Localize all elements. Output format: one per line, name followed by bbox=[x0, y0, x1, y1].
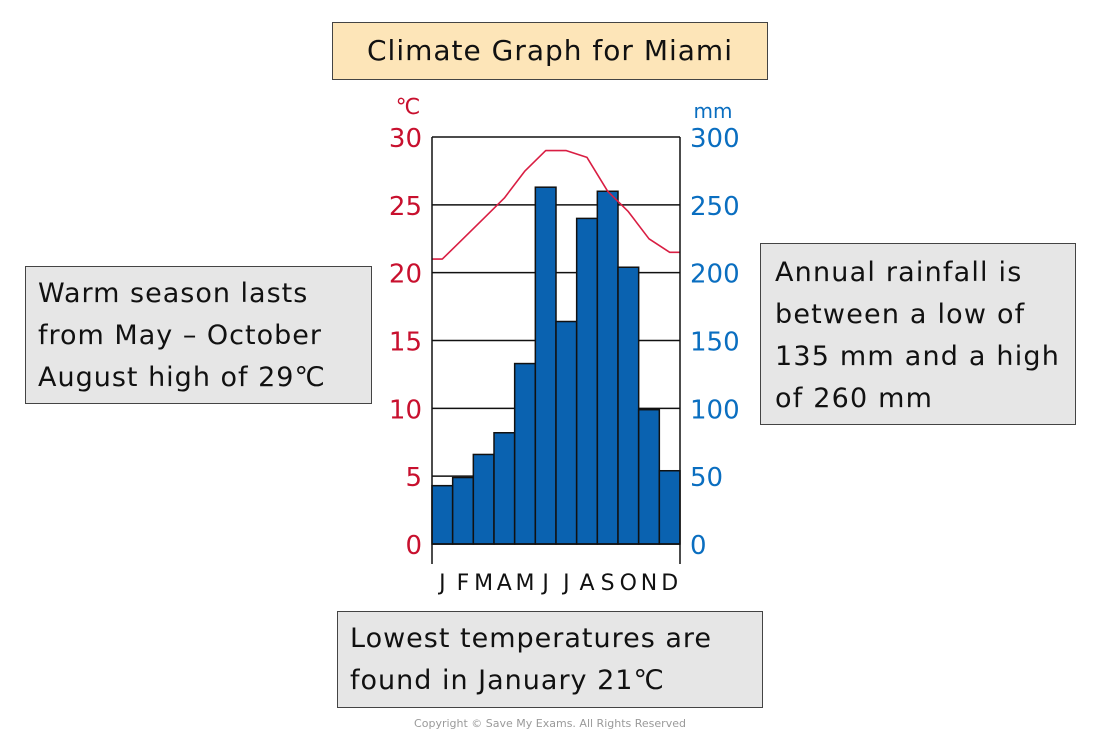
warm-season-note: Warm season lasts from May – October Aug… bbox=[25, 266, 372, 404]
left-tick-label: 10 bbox=[389, 395, 422, 425]
note-line: 135 mm and a high bbox=[775, 341, 1061, 372]
left-tick-label: 0 bbox=[405, 531, 422, 561]
rainfall-bars bbox=[431, 186, 681, 545]
note-line: Annual rainfall is bbox=[775, 257, 1023, 288]
month-label: O bbox=[620, 571, 637, 596]
right-tick-label: 250 bbox=[690, 192, 740, 222]
month-label: S bbox=[601, 571, 615, 596]
rainfall-bar bbox=[451, 476, 475, 545]
note-line: of 260 mm bbox=[775, 383, 934, 414]
rainfall-bar bbox=[493, 432, 516, 545]
left-axis-ticks: 0 5 10 15 20 25 30 bbox=[389, 124, 422, 561]
month-label: M bbox=[474, 571, 493, 596]
rainfall-note: Annual rainfall is between a low of 135 … bbox=[760, 243, 1076, 425]
right-tick-label: 0 bbox=[690, 531, 707, 561]
month-label: J bbox=[437, 571, 446, 596]
right-tick-label: 150 bbox=[690, 328, 740, 358]
month-label: A bbox=[579, 571, 594, 596]
left-tick-label: 25 bbox=[389, 192, 422, 222]
rainfall-bar bbox=[472, 453, 495, 545]
month-label: M bbox=[516, 571, 535, 596]
lowest-temperature-note: Lowest temperatures are found in January… bbox=[337, 611, 763, 708]
month-label: N bbox=[641, 571, 657, 596]
note-line: Warm season lasts bbox=[38, 278, 309, 309]
chart-title: Climate Graph for Miami bbox=[332, 22, 768, 80]
month-label: J bbox=[540, 571, 549, 596]
rainfall-bar bbox=[658, 469, 681, 545]
rainfall-bar bbox=[575, 217, 599, 545]
rainfall-bar bbox=[513, 362, 537, 545]
right-tick-label: 50 bbox=[690, 463, 723, 493]
month-label: J bbox=[561, 571, 570, 596]
note-line: between a low of bbox=[775, 299, 1026, 330]
rainfall-bar bbox=[431, 484, 454, 545]
left-tick-label: 15 bbox=[389, 328, 422, 358]
rainfall-bar bbox=[555, 320, 578, 545]
right-tick-label: 100 bbox=[690, 395, 740, 425]
left-tick-label: 30 bbox=[389, 124, 422, 154]
copyright-notice: Copyright © Save My Exams. All Rights Re… bbox=[414, 717, 686, 730]
left-axis-unit: ℃ bbox=[396, 95, 421, 120]
plot-frame bbox=[431, 137, 681, 564]
month-label: D bbox=[661, 571, 678, 596]
left-tick-label: 20 bbox=[389, 260, 422, 290]
right-tick-label: 200 bbox=[690, 260, 740, 290]
rainfall-bar bbox=[637, 408, 661, 545]
note-line: August high of 29℃ bbox=[38, 362, 326, 393]
note-line: Lowest temperatures are bbox=[350, 623, 713, 654]
note-line: found in January 21℃ bbox=[350, 665, 665, 696]
rainfall-bar bbox=[534, 186, 557, 545]
rainfall-bar bbox=[617, 266, 640, 545]
right-tick-label: 300 bbox=[690, 124, 740, 154]
temperature-line bbox=[432, 149, 680, 260]
month-label: F bbox=[457, 571, 470, 596]
right-axis-unit: mm bbox=[694, 99, 733, 123]
month-label: A bbox=[497, 571, 512, 596]
right-axis-ticks: 0 50 100 150 200 250 300 bbox=[690, 124, 740, 561]
rainfall-bar bbox=[596, 190, 619, 545]
note-line: from May – October bbox=[38, 320, 322, 351]
temperature-line-group bbox=[432, 149, 680, 260]
left-tick-label: 5 bbox=[405, 463, 422, 493]
